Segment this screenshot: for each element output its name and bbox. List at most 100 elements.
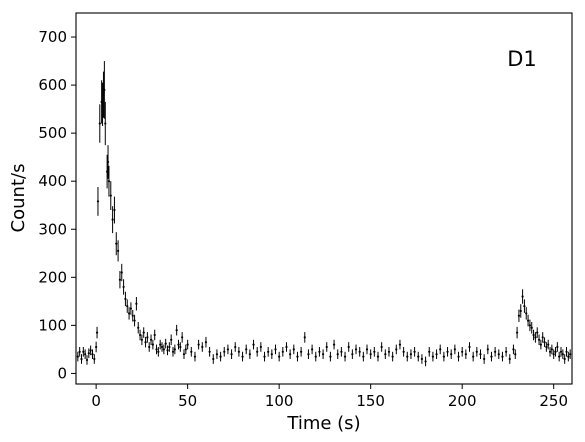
data-point — [245, 344, 248, 355]
data-point — [270, 349, 273, 360]
data-marker — [107, 180, 111, 183]
data-point — [525, 307, 528, 320]
data-point — [343, 351, 347, 362]
data-marker — [472, 355, 475, 358]
data-point — [526, 314, 530, 327]
data-point — [274, 344, 277, 355]
data-marker — [171, 350, 175, 353]
data-marker — [545, 345, 548, 349]
data-point — [536, 327, 539, 338]
data-marker — [486, 348, 489, 351]
data-point — [181, 332, 184, 343]
data-point — [175, 324, 178, 336]
data-point — [530, 322, 533, 334]
data-point — [537, 334, 541, 346]
data-point — [532, 329, 535, 341]
data-marker — [521, 295, 524, 298]
data-marker — [420, 357, 424, 361]
data-marker — [376, 355, 380, 358]
data-point — [201, 342, 204, 352]
data-marker — [384, 353, 387, 356]
data-point — [289, 349, 292, 360]
data-point — [267, 346, 270, 357]
data-point — [514, 349, 517, 360]
data-point — [347, 342, 350, 352]
data-point — [190, 346, 193, 357]
data-marker — [351, 353, 354, 356]
data-point — [186, 339, 189, 350]
data-marker — [85, 358, 89, 362]
data-point — [155, 344, 158, 355]
data-marker — [140, 338, 143, 341]
data-point — [160, 342, 164, 352]
data-point — [98, 104, 101, 143]
data-marker — [78, 350, 81, 353]
data-point — [508, 354, 511, 364]
data-marker — [104, 122, 107, 125]
data-point — [212, 354, 215, 364]
x-tick-label: 150 — [356, 392, 385, 410]
data-marker — [157, 350, 160, 353]
data-point — [120, 263, 123, 282]
data-point — [442, 351, 445, 362]
data-point — [131, 309, 134, 322]
data-marker — [528, 324, 532, 327]
data-point — [395, 344, 398, 355]
y-tick-label: 0 — [57, 364, 67, 382]
data-marker — [122, 285, 125, 289]
data-marker — [285, 345, 288, 349]
data-point — [376, 351, 380, 362]
data-point — [215, 349, 219, 360]
data-point — [329, 351, 332, 362]
data-marker — [409, 353, 413, 356]
data-marker — [565, 350, 568, 353]
data-point — [126, 299, 129, 313]
data-point — [95, 341, 98, 353]
data-point — [569, 349, 572, 360]
data-point — [223, 346, 226, 357]
data-point — [113, 196, 116, 224]
data-point — [453, 344, 456, 355]
y-tick-label: 400 — [38, 172, 67, 190]
data-point — [475, 346, 478, 357]
data-marker — [446, 350, 449, 353]
data-point — [162, 344, 165, 355]
data-point — [219, 351, 222, 362]
data-marker — [358, 350, 361, 353]
data-marker — [497, 353, 500, 356]
data-marker — [534, 336, 537, 339]
data-marker — [512, 348, 515, 351]
data-point — [106, 145, 110, 179]
data-point — [85, 355, 89, 365]
data-point — [164, 338, 167, 349]
data-marker — [168, 345, 171, 349]
data-marker — [278, 355, 281, 358]
data-marker — [103, 88, 106, 91]
data-point — [340, 346, 343, 357]
y-tick-label: 300 — [38, 220, 67, 238]
data-point — [173, 344, 176, 355]
data-point — [505, 346, 508, 357]
data-point — [541, 332, 544, 343]
data-point — [519, 304, 522, 318]
data-marker — [314, 355, 317, 358]
data-point — [281, 346, 284, 357]
data-marker — [129, 307, 133, 310]
data-marker — [237, 350, 240, 353]
data-marker — [435, 353, 438, 356]
data-point — [406, 351, 409, 362]
data-point — [115, 232, 118, 256]
data-marker — [321, 353, 325, 356]
data-marker — [151, 343, 154, 346]
data-marker — [270, 353, 273, 356]
data-point — [373, 346, 376, 357]
data-marker — [530, 326, 533, 329]
data-point — [179, 342, 182, 352]
data-point — [263, 351, 266, 362]
data-marker — [402, 350, 405, 353]
y-tick-label: 600 — [38, 76, 67, 94]
data-marker — [550, 348, 553, 351]
data-marker — [424, 360, 427, 363]
data-point — [234, 342, 237, 352]
data-point — [565, 346, 568, 357]
